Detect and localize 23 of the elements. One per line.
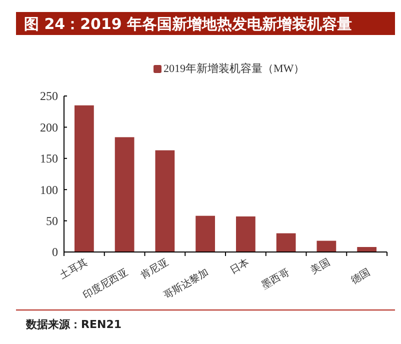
y-tick-label: 250 bbox=[40, 89, 58, 104]
x-tick-label: 肯尼亚 bbox=[138, 256, 170, 282]
bar bbox=[316, 240, 336, 252]
y-tick-label: 0 bbox=[52, 245, 58, 260]
bar bbox=[114, 137, 134, 252]
legend-label: 2019年新增装机容量（MW） bbox=[164, 62, 305, 75]
x-tick-label: 德国 bbox=[349, 267, 372, 287]
y-tick-label: 200 bbox=[40, 120, 58, 134]
bar bbox=[155, 150, 175, 252]
x-tick-label: 美国 bbox=[308, 256, 332, 277]
x-tick-label: 墨西哥 bbox=[260, 267, 292, 292]
bar bbox=[74, 105, 94, 252]
chart-title: 图 24：2019 年各国新增地热发电新增装机容量 bbox=[24, 15, 352, 33]
x-tick-label: 日本 bbox=[228, 256, 252, 277]
y-tick-label: 50 bbox=[46, 214, 58, 228]
bar bbox=[196, 216, 215, 252]
bar bbox=[276, 233, 296, 252]
bar bbox=[357, 247, 376, 252]
y-tick-label: 100 bbox=[40, 182, 58, 197]
bar bbox=[236, 216, 256, 252]
source-note: 数据来源：REN21 bbox=[25, 318, 122, 331]
y-tick-label: 150 bbox=[40, 152, 58, 166]
x-tick-label: 土耳其 bbox=[58, 256, 90, 282]
